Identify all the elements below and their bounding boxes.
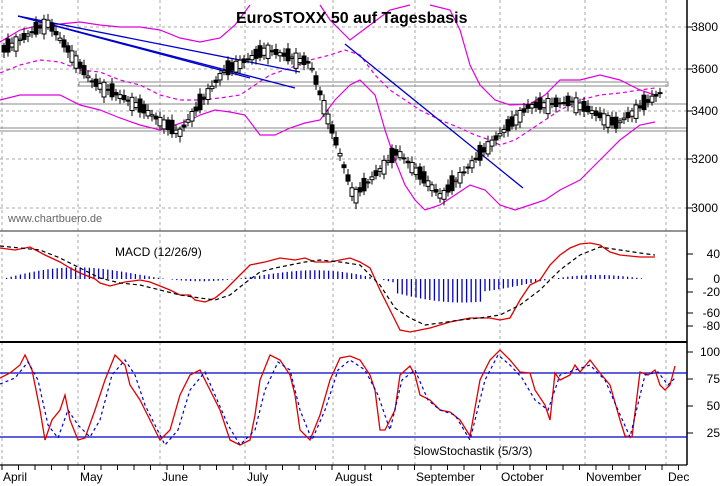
macd-label: MACD (12/26/9)	[115, 245, 202, 259]
month-label: April	[3, 470, 28, 484]
month-gridlines	[1, 0, 667, 465]
stoch-d-line	[0, 354, 676, 447]
macd-line	[0, 242, 655, 333]
month-label: May	[80, 470, 103, 484]
month-label: November	[586, 470, 642, 484]
stoch-tick: 75	[706, 372, 720, 386]
price-tick: 3600	[691, 62, 718, 76]
bollinger-bands	[0, 4, 656, 211]
price-tick: 3200	[691, 152, 718, 166]
macd-tick: -20	[702, 285, 720, 299]
month-label: August	[335, 470, 373, 484]
month-label: June	[162, 470, 189, 484]
macd-tick: 40	[706, 247, 720, 261]
stoch-tick: 100	[699, 345, 720, 359]
month-label: July	[247, 470, 269, 484]
macd-tick: 0	[713, 272, 720, 286]
month-label: September	[416, 470, 475, 484]
macd-tick: -80	[702, 319, 720, 333]
price-tick: 3800	[691, 20, 718, 34]
month-label: Dec	[668, 470, 690, 484]
macd-signal-line	[0, 245, 656, 326]
month-label: October	[501, 470, 544, 484]
watermark: www.chartbuero.de	[8, 213, 103, 225]
stochastic-label: SlowStochastik (5/3/3)	[413, 444, 533, 458]
price-tick: 3000	[691, 201, 718, 215]
macd-tick: -60	[702, 306, 720, 320]
trendlines	[17, 15, 524, 189]
chart-title: EuroSTOXX 50 auf Tagesbasis	[236, 10, 468, 27]
stoch-tick: 50	[706, 399, 720, 413]
price-tick: 3400	[691, 104, 718, 118]
stoch-k-line	[0, 349, 676, 446]
stoch-tick: 25	[706, 426, 720, 440]
